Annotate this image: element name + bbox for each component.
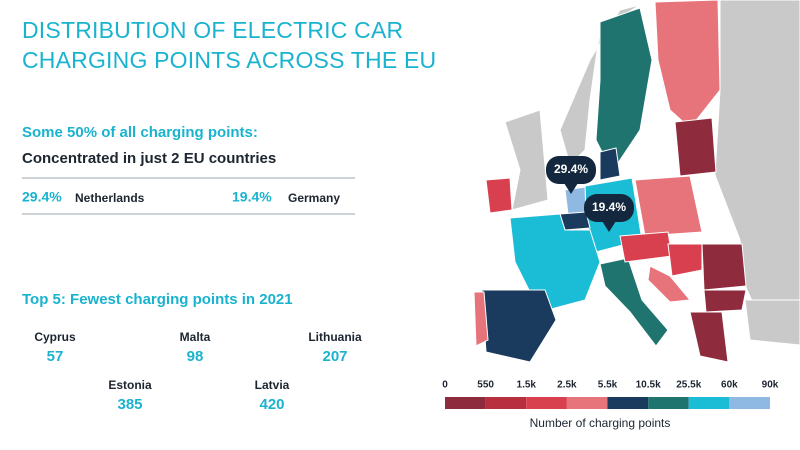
spain — [481, 289, 557, 363]
poland — [634, 175, 703, 237]
fewest-list: Cyprus 57 Malta 98 Lithuania 207 Estonia 385 Lat… — [34, 330, 362, 413]
map: 29.4% 19.4% — [473, 0, 800, 363]
legend-label: 0 — [442, 380, 448, 391]
count: 385 — [117, 396, 142, 413]
callout-pointer — [602, 221, 616, 232]
callout-text: 19.4% — [592, 200, 626, 214]
portugal — [473, 291, 489, 347]
share: 29.4% — [22, 189, 62, 205]
legend-label: 90k — [762, 380, 779, 391]
legend-label: 2.5k — [557, 380, 577, 391]
highlight-subheading: Concentrated in just 2 EU countries — [22, 150, 276, 167]
legend-swatch — [729, 397, 770, 409]
legend-label: 10.5k — [636, 380, 661, 391]
callout-bubble — [546, 156, 596, 184]
count: 207 — [322, 348, 347, 365]
france — [509, 213, 601, 313]
country: Malta — [180, 330, 211, 344]
legend-swatch — [445, 397, 486, 409]
legend-swatch — [688, 397, 730, 409]
denmark — [599, 147, 621, 181]
country: Latvia — [255, 378, 290, 392]
count: 420 — [259, 396, 284, 413]
croatia-slovenia — [647, 265, 691, 303]
callout-text: 29.4% — [554, 162, 588, 176]
hungary — [667, 243, 703, 277]
country: Lithuania — [308, 330, 362, 344]
legend: 0 550 1.5k 2.5k 5.5k 10.5k 25.5k 60k 90k — [442, 380, 779, 409]
greece — [689, 311, 729, 363]
uk — [504, 109, 549, 211]
legend-label: 5.5k — [598, 380, 618, 391]
italy — [599, 257, 669, 347]
ireland — [485, 177, 513, 214]
austria-czech — [619, 231, 673, 263]
legend-swatch — [526, 397, 567, 409]
legend-title: Number of charging points — [530, 416, 671, 430]
bulgaria — [703, 289, 747, 313]
legend-swatch — [485, 397, 527, 409]
legend-swatch — [566, 397, 608, 409]
country: Netherlands — [75, 191, 145, 205]
legend-label: 25.5k — [676, 380, 701, 391]
turkey — [744, 299, 800, 346]
count: 98 — [187, 348, 204, 365]
fewest-heading: Top 5: Fewest charging points in 2021 — [22, 291, 293, 308]
legend-swatch — [648, 397, 689, 409]
callout-pointer — [564, 183, 578, 194]
highlight-heading: Some 50% of all charging points: — [22, 124, 258, 141]
romania — [701, 243, 747, 291]
share: 19.4% — [232, 189, 272, 205]
count: 57 — [47, 348, 64, 365]
netherlands — [564, 186, 587, 215]
baltics — [674, 117, 717, 177]
country: Estonia — [108, 378, 152, 392]
callout-bubble — [584, 194, 634, 222]
legend-swatch — [607, 397, 649, 409]
sweden — [595, 7, 653, 173]
title-line: DISTRIBUTION OF ELECTRIC CAR — [22, 17, 403, 43]
country: Cyprus — [34, 330, 76, 344]
country: Germany — [288, 191, 340, 205]
legend-label: 60k — [721, 380, 738, 391]
callout-germany: 19.4% — [584, 194, 634, 232]
callout-netherlands: 29.4% — [546, 156, 596, 194]
legend-label: 550 — [477, 380, 494, 391]
finland — [654, 0, 721, 129]
legend-label: 1.5k — [517, 380, 537, 391]
title-line: CHARGING POINTS ACROSS THE EU — [22, 47, 436, 73]
